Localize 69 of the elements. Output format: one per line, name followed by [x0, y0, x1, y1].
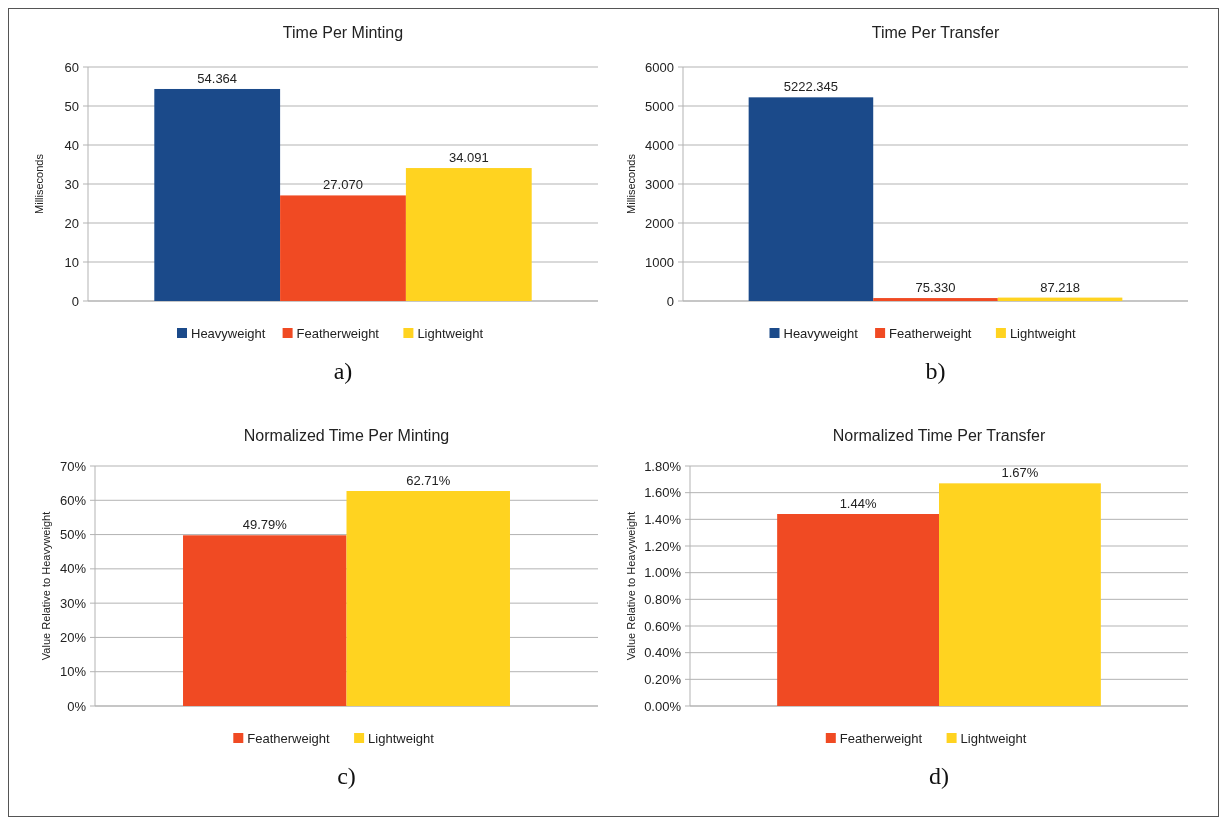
y-tick-label: 4000 [645, 137, 674, 153]
chart-title: Time Per Transfer [871, 24, 1000, 41]
y-tick-label: 50% [59, 527, 87, 543]
y-tick-label: 0 [71, 293, 79, 309]
legend-label: Featherweight [296, 325, 380, 341]
y-tick-label: 0 [666, 293, 674, 309]
y-axis-title: Value Relative to Heavyweight [40, 511, 52, 661]
y-tick-label: 40 [64, 137, 79, 153]
data-label: 75.330 [915, 280, 956, 296]
y-tick-label: 50 [64, 98, 79, 114]
y-tick-label: 1.40% [644, 511, 682, 527]
y-tick-label: 0.40% [644, 645, 682, 661]
chart-title: Normalized Time Per Minting [243, 427, 450, 444]
legend-label: Heavyweight [191, 325, 266, 341]
data-label: 87.218 [1040, 279, 1080, 295]
data-label: 1.67% [1001, 465, 1039, 481]
text: b) [925, 358, 946, 384]
legend-label: Featherweight [889, 325, 972, 341]
y-tick-label: 30% [59, 595, 87, 611]
y-tick-label: 1.00% [644, 565, 682, 581]
y-tick-label: 1.80% [644, 458, 682, 474]
text: c) [337, 763, 356, 789]
y-tick-label: 1.20% [644, 538, 682, 554]
y-tick-label: 30 [64, 176, 79, 192]
y-tick-label: 0.60% [644, 618, 682, 634]
y-tick-label: 20% [59, 629, 87, 645]
y-tick-label: 20 [64, 215, 79, 231]
legend-label: Heavyweight [783, 325, 859, 341]
y-tick-label: 3000 [645, 176, 674, 192]
y-tick-label: 0.20% [644, 671, 682, 687]
data-label: 62.71% [406, 472, 451, 488]
bar [873, 298, 998, 301]
chart-title: Normalized Time Per Transfer [832, 427, 1046, 444]
y-tick-label: 5000 [645, 98, 674, 114]
y-tick-label: 60 [64, 59, 79, 75]
y-tick-label: 60% [59, 492, 87, 508]
y-tick-label: 0% [67, 698, 87, 714]
legend-label: Featherweight [247, 730, 331, 746]
y-tick-label: 1000 [645, 254, 674, 270]
y-tick-label: 10% [59, 664, 87, 680]
legend-label: Featherweight [839, 730, 923, 746]
data-label: 27.070 [323, 177, 363, 193]
data-label: 1.44% [839, 496, 877, 511]
y-tick-label: 0.00% [644, 698, 682, 714]
legend-label: Lightweight [960, 730, 1027, 746]
text: a) [333, 358, 353, 384]
y-tick-label: 0.80% [644, 591, 682, 607]
text: d) [929, 763, 949, 789]
y-tick-label: 2000 [645, 215, 674, 231]
y-tick-label: 70% [59, 458, 87, 474]
data-label: 34.091 [448, 150, 489, 166]
bar [748, 97, 874, 301]
y-tick-label: 40% [59, 561, 87, 577]
y-axis-title: Milliseconds [33, 153, 45, 214]
y-tick-label: 6000 [645, 59, 674, 75]
data-label: 54.364 [197, 70, 238, 86]
bar [405, 168, 532, 301]
legend-label: Lightweight [368, 730, 435, 746]
y-axis-title: Milliseconds [625, 153, 637, 214]
data-label: 49.79% [242, 517, 288, 533]
legend-label: Lightweight [1009, 325, 1077, 341]
bar [280, 195, 406, 301]
data-label: 5222.345 [783, 79, 839, 95]
y-tick-label: 1.60% [644, 485, 682, 501]
y-axis-title: Value Relative to Heavyweight [624, 511, 637, 661]
legend-label: Lightweight [417, 325, 484, 341]
y-tick-label: 10 [64, 254, 79, 270]
bar [154, 88, 281, 301]
chart-title: Time Per Minting [282, 24, 404, 41]
